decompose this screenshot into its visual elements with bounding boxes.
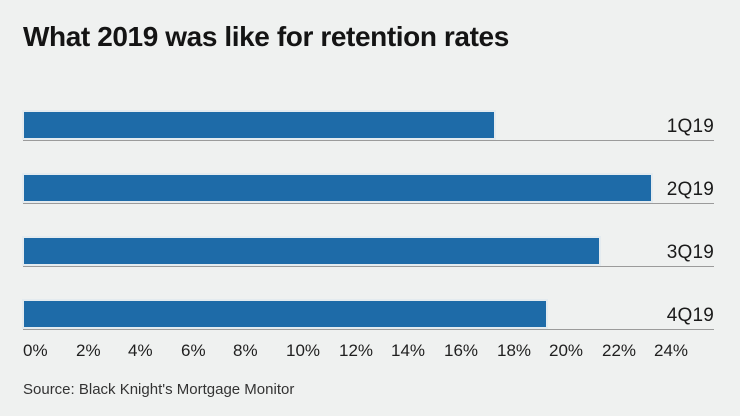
category-label-3q19: 3Q19	[666, 242, 714, 263]
bar-row: 3Q19	[22, 204, 714, 267]
x-axis-tick: 18%	[497, 341, 532, 360]
bar-row: 4Q19	[22, 267, 714, 330]
x-axis-tick: 24%	[654, 341, 689, 360]
x-axis-tick: 22%	[602, 341, 637, 360]
x-axis-tick: 2%	[76, 341, 101, 360]
x-axis-tick: 6%	[181, 341, 206, 360]
x-axis-tick: 12%	[339, 341, 374, 360]
x-axis-tick: 8%	[233, 341, 258, 360]
source-note: Source: Black Knight's Mortgage Monitor	[23, 381, 295, 398]
bar-1q19	[22, 110, 496, 140]
bar-row: 1Q19	[22, 78, 714, 141]
x-axis-tick: 14%	[391, 341, 426, 360]
category-label-1q19: 1Q19	[666, 116, 714, 137]
bar-2q19	[22, 173, 653, 203]
x-axis-tick: 0%	[23, 341, 48, 360]
x-axis-tick: 4%	[128, 341, 153, 360]
bar-4q19	[22, 299, 548, 329]
bar-3q19	[22, 236, 601, 266]
x-axis-tick: 16%	[444, 341, 479, 360]
bar-row: 2Q19	[22, 141, 714, 204]
category-label-4q19: 4Q19	[666, 305, 714, 326]
x-axis: 0% 2% 4% 6% 8% 10% 12% 14% 16% 18% 20% 2…	[23, 341, 723, 363]
chart-title: What 2019 was like for retention rates	[23, 21, 509, 52]
category-label-2q19: 2Q19	[666, 179, 714, 200]
x-axis-tick: 10%	[286, 341, 321, 360]
x-axis-tick: 20%	[549, 341, 584, 360]
